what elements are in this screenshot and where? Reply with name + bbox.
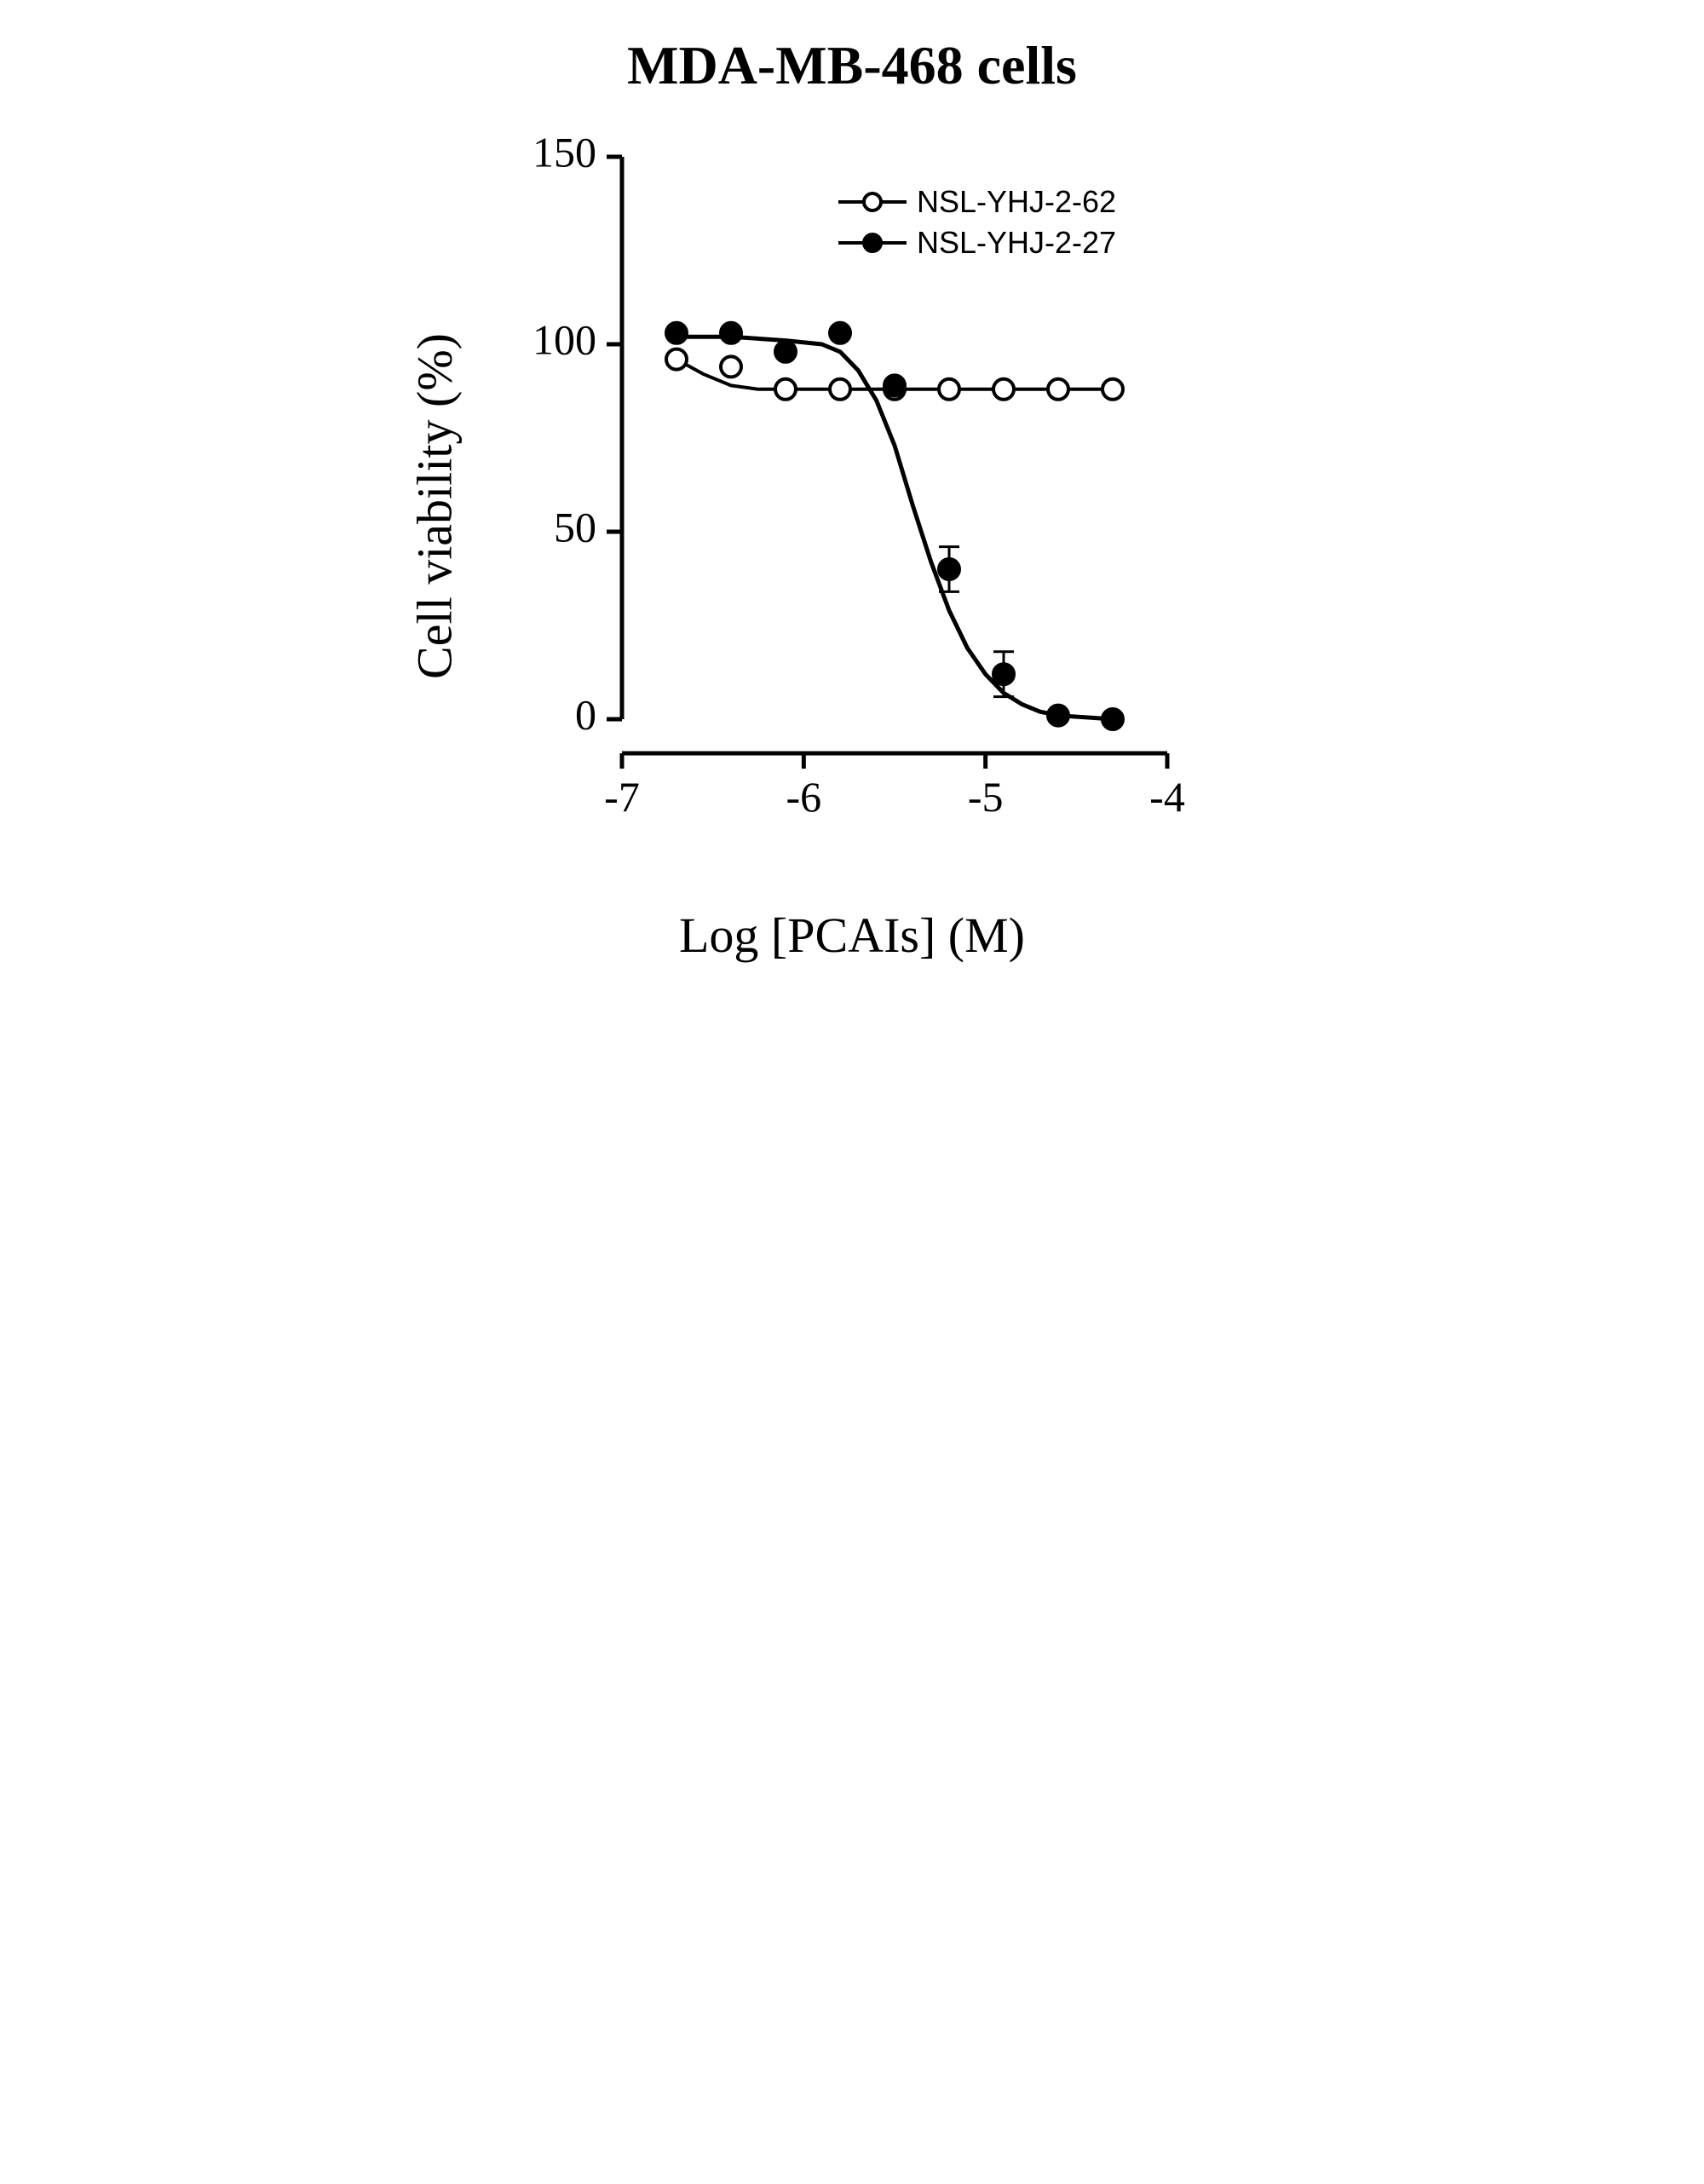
data-point-nsl-yhj-2-27 xyxy=(939,559,959,579)
data-point-nsl-yhj-2-62 xyxy=(1048,379,1068,400)
x-tick-label: -4 xyxy=(1149,773,1185,821)
legend-row-nsl-yhj-2-62: NSL-YHJ-2-62 xyxy=(837,184,1116,220)
x-tick-label: -7 xyxy=(604,773,640,821)
legend-marker-nsl-yhj-2-62 xyxy=(837,190,908,214)
data-point-nsl-yhj-2-27 xyxy=(1102,709,1123,729)
y-tick-label: 0 xyxy=(575,690,596,738)
chart-container: MDA-MB-468 cells Cell viability (%) 0501… xyxy=(469,34,1235,964)
data-point-nsl-yhj-2-62 xyxy=(830,379,850,400)
chart-title: MDA-MB-468 cells xyxy=(469,34,1235,97)
data-point-nsl-yhj-2-62 xyxy=(775,379,796,400)
data-point-nsl-yhj-2-62 xyxy=(993,379,1014,400)
y-tick-label: 150 xyxy=(532,128,596,176)
data-point-nsl-yhj-2-62 xyxy=(1102,379,1123,400)
data-point-nsl-yhj-2-27 xyxy=(721,323,741,343)
legend-marker-nsl-yhj-2-27 xyxy=(837,231,908,255)
y-tick-label: 100 xyxy=(532,315,596,363)
data-point-nsl-yhj-2-62 xyxy=(666,349,687,370)
legend-row-nsl-yhj-2-27: NSL-YHJ-2-27 xyxy=(837,225,1116,261)
data-point-nsl-yhj-2-62 xyxy=(939,379,959,400)
legend-label-nsl-yhj-2-62: NSL-YHJ-2-62 xyxy=(917,184,1116,220)
legend-label-nsl-yhj-2-27: NSL-YHJ-2-27 xyxy=(917,225,1116,261)
plot-wrapper: Cell viability (%) 050100150-7-6-5-4 NSL… xyxy=(469,123,1235,890)
data-point-nsl-yhj-2-62 xyxy=(721,356,741,377)
x-axis-label: Log [PCAIs] (M) xyxy=(469,907,1235,964)
x-tick-label: -6 xyxy=(786,773,822,821)
y-tick-label: 50 xyxy=(554,503,596,550)
data-point-nsl-yhj-2-27 xyxy=(775,342,796,362)
x-tick-label: -5 xyxy=(968,773,1004,821)
legend: NSL-YHJ-2-62 NSL-YHJ-2-27 xyxy=(837,184,1116,261)
y-axis-label: Cell viability (%) xyxy=(406,333,463,679)
data-point-nsl-yhj-2-27 xyxy=(993,664,1014,684)
data-point-nsl-yhj-2-27 xyxy=(1048,706,1068,726)
data-point-nsl-yhj-2-27 xyxy=(830,323,850,343)
data-point-nsl-yhj-2-27 xyxy=(884,375,905,395)
data-point-nsl-yhj-2-27 xyxy=(666,323,687,343)
